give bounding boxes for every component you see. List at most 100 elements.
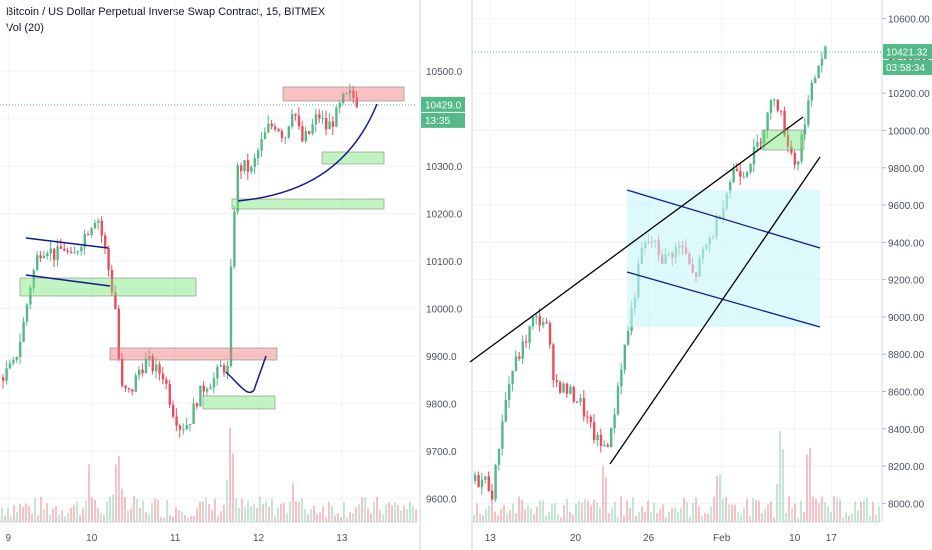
candle [746, 172, 749, 177]
candle [735, 169, 739, 172]
volume-bar [503, 504, 505, 522]
volume-bar [650, 512, 652, 522]
volume-bar [205, 497, 207, 522]
candle [494, 464, 497, 500]
volume-bar [34, 497, 36, 522]
volume-bar [803, 511, 805, 522]
candle [291, 114, 294, 127]
candle [756, 142, 759, 147]
candle [141, 369, 144, 374]
volume-bar [49, 514, 51, 522]
candle [8, 363, 12, 369]
volume-bar [346, 517, 348, 522]
volume-bar [388, 502, 390, 522]
volume-bar [677, 511, 679, 522]
last-price-tag [883, 43, 932, 59]
volume-bar [199, 501, 201, 522]
candle [202, 385, 205, 392]
volume-bar [746, 498, 748, 522]
candle [729, 182, 732, 194]
volume-bar [217, 516, 219, 522]
price-tick-label: 10200.0 [426, 210, 463, 221]
candle [304, 131, 307, 142]
candle [165, 379, 168, 384]
channel-line [626, 189, 821, 249]
price-tick-label: 9700.0 [426, 447, 457, 458]
volume-bar [548, 511, 550, 522]
volume-bar [602, 466, 604, 522]
candle [793, 152, 796, 165]
candle [552, 344, 555, 381]
candle [820, 58, 824, 66]
volume-bar [533, 514, 535, 522]
volume-bar [1, 507, 3, 522]
candle [39, 255, 42, 258]
volume-bar [614, 501, 616, 522]
volume-bar [569, 511, 571, 522]
candle [185, 425, 188, 430]
candle [76, 251, 80, 253]
candle [151, 356, 154, 372]
volume-bar [265, 501, 267, 522]
volume-bar [737, 512, 739, 522]
candle [216, 366, 219, 379]
candle [107, 247, 110, 270]
volume-bar [653, 503, 655, 522]
candle [739, 171, 742, 177]
candle [138, 369, 141, 376]
volume-bar [719, 474, 721, 522]
candle [514, 356, 518, 371]
volume-bar [590, 505, 592, 522]
volume-bar [316, 514, 318, 522]
last-price-label: 10421.32 [886, 47, 928, 58]
trendline [25, 274, 111, 287]
candle [83, 234, 86, 248]
candle [318, 114, 321, 119]
volume-bar [379, 510, 381, 522]
candle [100, 220, 103, 236]
volume-bar [536, 506, 538, 522]
volume-bar [163, 517, 165, 522]
candle [182, 429, 185, 431]
volume-bar [521, 499, 523, 522]
volume-bar [830, 512, 832, 522]
candle [53, 248, 56, 260]
volume-bar [67, 512, 69, 522]
candle [355, 97, 358, 108]
candle [253, 158, 256, 167]
volume-bar [187, 517, 189, 522]
volume-bar [836, 497, 838, 522]
volume-bar [319, 512, 321, 522]
candle [168, 383, 171, 405]
volume-bar [376, 496, 378, 522]
candle [321, 118, 324, 120]
left-chart-panel: 9600.0 9700.0 9800.0 9900.0 10000.0 10100.0 10… [0, 0, 465, 544]
candle [93, 222, 97, 229]
candle [593, 422, 596, 441]
candle [25, 304, 29, 322]
volume-bar [800, 501, 802, 522]
price-tick-label: 9000.00 [888, 313, 925, 324]
price-tick-label: 10500.0 [426, 67, 463, 78]
volume-bar [581, 502, 583, 522]
candle [250, 166, 253, 172]
support-zone [202, 395, 276, 410]
volume-bar [235, 498, 237, 522]
price-tick-label: 8000.00 [888, 499, 925, 510]
volume-bar [343, 501, 345, 522]
volume-bar [268, 506, 270, 522]
breakout-zone [761, 129, 805, 151]
volume-bar [190, 516, 192, 522]
volume-bar [638, 511, 640, 522]
volume-bar [238, 507, 240, 522]
volume-bar [773, 517, 775, 522]
drawing-layer: 9600.0 9700.0 9800.0 9900.0 10000.0 10100.0 10… [19, 0, 821, 550]
volume-bar [734, 504, 736, 522]
volume-bar [506, 512, 508, 522]
volume-bar [854, 501, 856, 522]
volume-bar [674, 507, 676, 522]
volume-bar [845, 512, 847, 522]
volume-bar [202, 501, 204, 522]
volume-bar [283, 503, 285, 522]
